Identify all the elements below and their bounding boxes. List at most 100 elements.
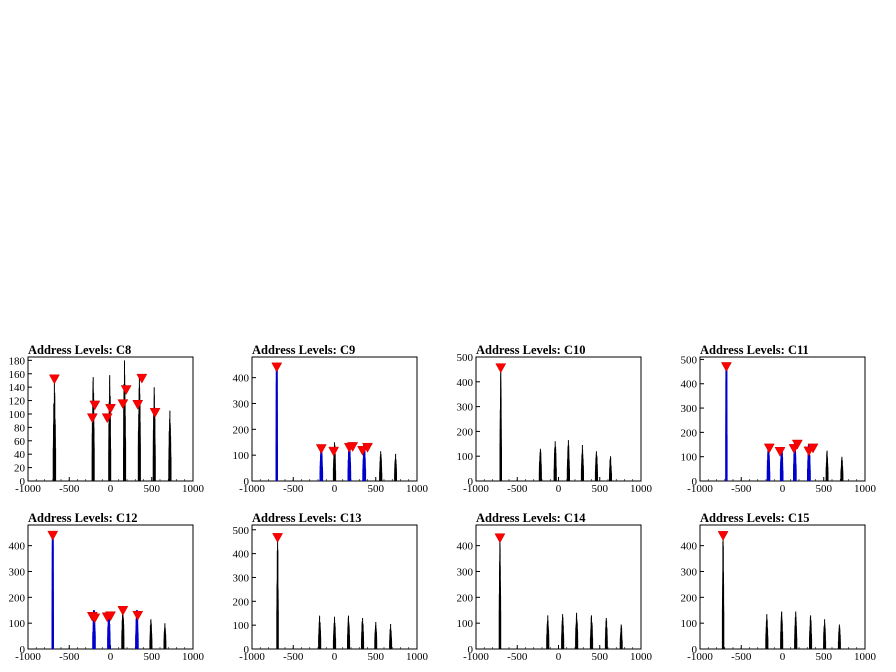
y-tick-label: 0 [244,476,250,488]
x-tick-label: 1000 [406,483,429,495]
peak-trace [499,366,502,482]
chart-title: Address Levels: C14 [476,511,586,525]
y-tick-label: 200 [233,596,250,608]
panel-c11: Address Levels: C11 -1000 -500 0 500 1000 0 10… [672,336,896,504]
peak-marker [347,442,359,452]
peak-marker [495,363,507,374]
peak-trace [825,450,829,482]
x-tick-label: -500 [283,483,304,495]
peak-trace [149,619,153,650]
peak-marker [774,447,786,457]
peak-trace [580,444,584,482]
y-tick-label: 100 [233,620,250,632]
peak-marker [86,413,98,424]
chart-c15: -1000 -500 0 500 1000 0 100 200 300 400 [681,524,877,663]
y-tick-label: 0 [20,476,26,488]
y-tick-label: 100 [9,618,26,630]
y-tick-label: 120 [9,396,26,408]
peak-trace [379,451,383,482]
y-tick-label: 0 [244,644,250,656]
peak-marker [328,446,340,457]
x-tick-label: 1000 [182,483,205,495]
y-tick-label: 300 [457,402,474,414]
chart-c12: -1000 -500 0 500 1000 0 100 200 300 400 [9,524,205,663]
peak-marker [132,400,144,410]
x-tick-label: -500 [283,651,304,663]
peak-marker [763,443,775,454]
y-tick-label: 300 [457,567,474,579]
x-tick-label: -500 [59,651,80,663]
x-tick-label: 1000 [854,651,877,663]
y-tick-label: 160 [9,369,26,381]
y-tick-label: 60 [14,436,26,448]
peak-trace [121,607,125,650]
x-tick-label: -1000 [239,483,265,495]
peak-trace [332,442,337,482]
peak-trace [546,615,550,650]
x-tick-label: 500 [144,651,161,663]
x-tick-label: -500 [731,651,752,663]
peak-marker [807,443,819,454]
x-tick-label: 500 [592,483,609,495]
peak-trace [108,375,112,482]
y-tick-label: 100 [233,450,250,462]
panel-c12: Address Levels: C12 -1000 -500 0 500 1000 0 10… [0,504,224,672]
x-tick-label: 0 [108,483,114,495]
y-tick-label: 140 [9,382,26,394]
panel-c15: Address Levels: C15 -1000 -500 0 500 1000 0 10… [672,504,896,672]
peak-trace [809,615,813,650]
x-tick-label: -1000 [15,651,41,663]
peak-trace [604,617,608,650]
peak-trace [594,451,598,482]
x-tick-label: 500 [592,651,609,663]
y-tick-label: 20 [14,463,26,475]
peak-marker [117,606,129,616]
peak-trace [347,615,351,650]
chart-title: Address Levels: C8 [28,343,132,357]
chart-c9: -1000 -500 0 500 1000 0 100 200 300 400 [233,356,429,495]
peak-marker [48,374,60,385]
x-tick-label: 0 [556,651,562,663]
x-tick-label: 500 [368,651,385,663]
y-tick-label: 40 [14,449,26,461]
panel-c8: Address Levels: C8 -1000 -500 0 500 1000 0 20 4… [0,336,224,504]
chart-c11: -1000 -500 0 500 1000 0 100 200 300 400 500 [681,354,877,495]
y-tick-label: 300 [681,403,698,415]
peak-marker [117,399,129,410]
peak-marker [494,533,506,544]
peak-marker [271,362,283,373]
x-tick-label: -500 [59,483,80,495]
chart-title: Address Levels: C13 [252,511,362,525]
peak-trace [823,619,827,650]
y-tick-label: 500 [681,354,698,366]
peak-trace [561,614,565,650]
peak-trace [619,624,623,650]
x-tick-label: 1000 [406,651,429,663]
peak-marker [149,408,161,418]
y-tick-label: 300 [233,399,250,411]
x-tick-label: 1000 [182,651,205,663]
peak-marker [132,610,144,621]
peak-marker [357,446,368,456]
y-tick-label: 80 [14,422,26,434]
y-tick-label: 180 [9,355,26,367]
x-tick-label: 0 [780,483,786,495]
chart-title: Address Levels: C12 [28,511,138,525]
y-tick-label: 400 [233,373,250,385]
y-tick-label: 100 [9,409,26,421]
peak-trace [168,410,172,482]
x-tick-label: 1000 [630,651,653,663]
y-tick-label: 200 [233,424,250,436]
y-tick-label: 200 [457,426,474,438]
x-tick-label: 0 [780,651,786,663]
y-tick-label: 200 [681,592,698,604]
peak-trace [123,360,127,482]
peak-marker [105,611,116,622]
chart-title: Address Levels: C9 [252,343,356,357]
peak-trace [794,611,798,650]
peak-marker [791,439,803,450]
x-tick-label: 500 [816,483,833,495]
peak-trace [389,623,393,650]
x-tick-label: 0 [108,651,114,663]
x-tick-label: 0 [556,483,562,495]
